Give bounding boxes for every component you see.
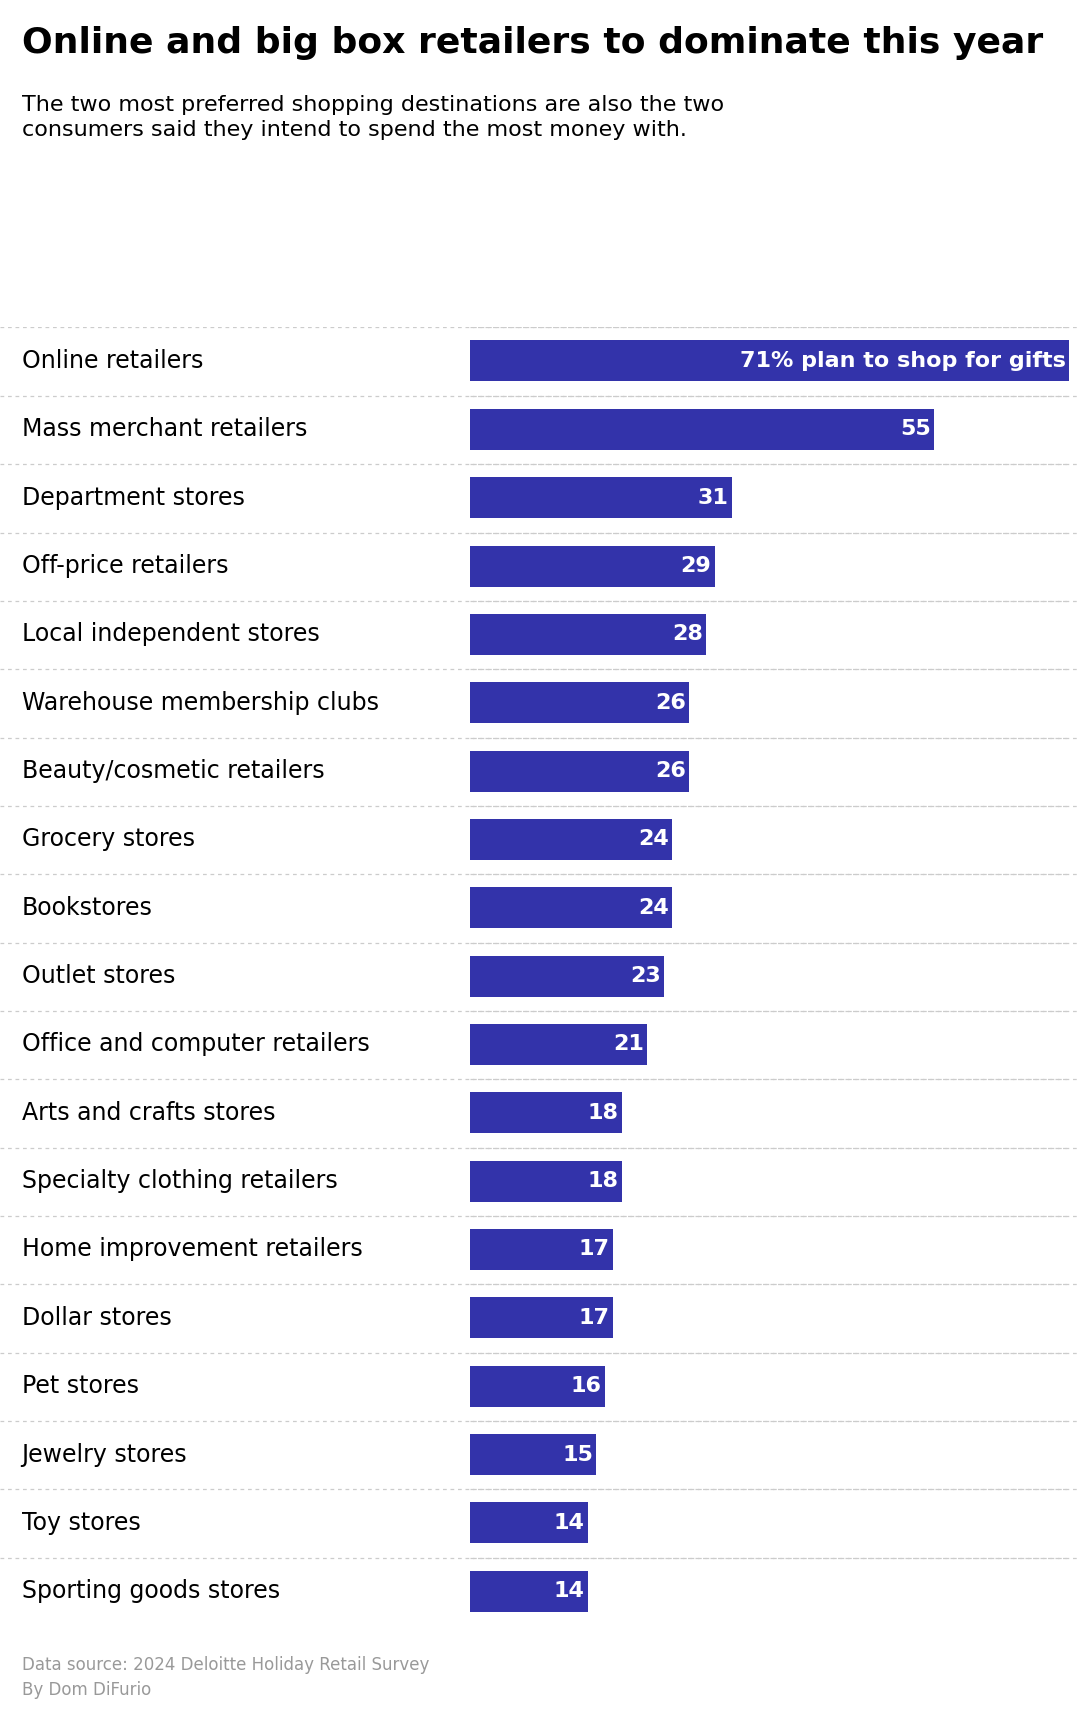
Text: 21: 21 [612,1034,644,1054]
Bar [470,956,664,996]
Text: Arts and crafts stores: Arts and crafts stores [22,1101,275,1125]
Bar [470,1023,647,1065]
Bar [470,409,934,451]
Bar [470,1502,588,1543]
Bar [470,341,1069,382]
Text: 24: 24 [638,829,669,850]
Bar [470,750,689,791]
Text: Warehouse membership clubs: Warehouse membership clubs [22,691,379,716]
Text: Pet stores: Pet stores [22,1374,138,1398]
Text: 16: 16 [570,1376,602,1397]
Text: Specialty clothing retailers: Specialty clothing retailers [22,1170,337,1194]
Text: 24: 24 [638,898,669,918]
Text: Dollar stores: Dollar stores [22,1305,172,1330]
Text: Bookstores: Bookstores [22,896,152,920]
Text: 18: 18 [588,1171,619,1192]
Text: Data source: 2024 Deloitte Holiday Retail Survey
By Dom DiFurio: Data source: 2024 Deloitte Holiday Retai… [22,1656,429,1699]
Text: 23: 23 [630,967,661,986]
Text: Toy stores: Toy stores [22,1510,140,1534]
Text: 31: 31 [698,488,728,507]
Bar [470,1230,613,1269]
Text: Local independent stores: Local independent stores [22,623,320,647]
Text: 26: 26 [656,760,686,781]
Text: 71% plan to shop for gifts: 71% plan to shop for gifts [740,351,1066,372]
Text: 14: 14 [554,1514,584,1533]
Text: Outlet stores: Outlet stores [22,965,175,987]
Text: 26: 26 [656,693,686,712]
Bar [470,888,673,929]
Bar [470,1570,588,1612]
Text: 15: 15 [563,1445,593,1464]
Text: Home improvement retailers: Home improvement retailers [22,1237,363,1261]
Text: Off-price retailers: Off-price retailers [22,554,228,578]
Bar [470,1366,605,1407]
Text: 18: 18 [588,1103,619,1123]
Text: 17: 17 [579,1240,610,1259]
Bar [470,1161,622,1202]
Text: Beauty/cosmetic retailers: Beauty/cosmetic retailers [22,759,324,783]
Text: Grocery stores: Grocery stores [22,827,194,851]
Text: The two most preferred shopping destinations are also the two
consumers said the: The two most preferred shopping destinat… [22,95,724,141]
Bar [470,476,731,518]
Bar [470,1092,622,1133]
Bar [470,545,715,587]
Text: Sporting goods stores: Sporting goods stores [22,1579,280,1603]
Text: Jewelry stores: Jewelry stores [22,1443,187,1467]
Text: Mass merchant retailers: Mass merchant retailers [22,418,307,442]
Text: 17: 17 [579,1307,610,1328]
Bar [470,614,706,655]
Text: Department stores: Department stores [22,485,244,509]
Text: Office and computer retailers: Office and computer retailers [22,1032,369,1056]
Text: Online and big box retailers to dominate this year: Online and big box retailers to dominate… [22,26,1043,60]
Text: 14: 14 [554,1581,584,1601]
Text: 55: 55 [900,420,931,439]
Bar [470,1297,613,1338]
Bar [470,819,673,860]
Bar [470,1434,596,1476]
Text: 28: 28 [672,624,703,645]
Bar [470,683,689,722]
Text: Online retailers: Online retailers [22,349,203,373]
Text: 29: 29 [680,556,712,576]
